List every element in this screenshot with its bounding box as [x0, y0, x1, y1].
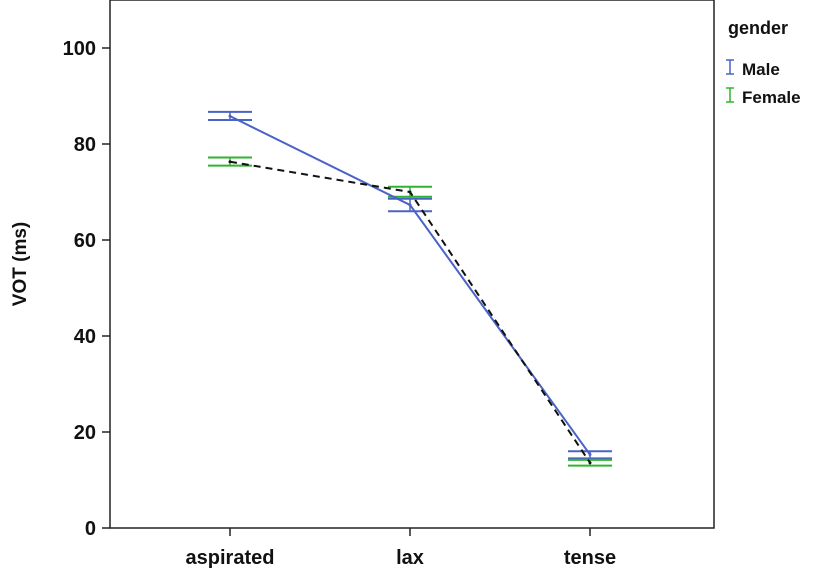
plot-frame: [109, 0, 715, 529]
male-data-point: [228, 114, 232, 118]
y-tick-label: 0: [85, 518, 96, 540]
x-tick-label: lax: [396, 547, 424, 569]
legend-item-female: Female: [726, 87, 801, 107]
female-data-point: [228, 160, 232, 164]
x-axis: aspirated lax tense: [186, 528, 616, 569]
legend-items: Male Female: [726, 59, 801, 107]
legend-title: gender: [728, 18, 788, 38]
y-tick-label: 80: [74, 134, 96, 156]
legend-label-female: Female: [742, 88, 801, 107]
male-data-point: [408, 203, 412, 207]
series-layer: [208, 110, 612, 467]
legend-item-male: Male: [726, 59, 780, 79]
y-tick-label: 20: [74, 422, 96, 444]
y-tick-label: 100: [63, 38, 96, 60]
y-axis: 0 20 40 60 80 100: [63, 38, 110, 540]
y-tick-label: 60: [74, 230, 96, 252]
y-tick-label: 40: [74, 326, 96, 348]
male-data-point: [588, 453, 592, 457]
y-axis-title: VOT (ms): [10, 222, 31, 306]
legend-label-male: Male: [742, 60, 780, 79]
female-data-point: [588, 461, 592, 465]
legend: gender Male Female: [726, 18, 801, 107]
x-tick-label: tense: [564, 547, 616, 569]
x-tick-label: aspirated: [186, 547, 275, 569]
female-data-point: [408, 190, 412, 194]
